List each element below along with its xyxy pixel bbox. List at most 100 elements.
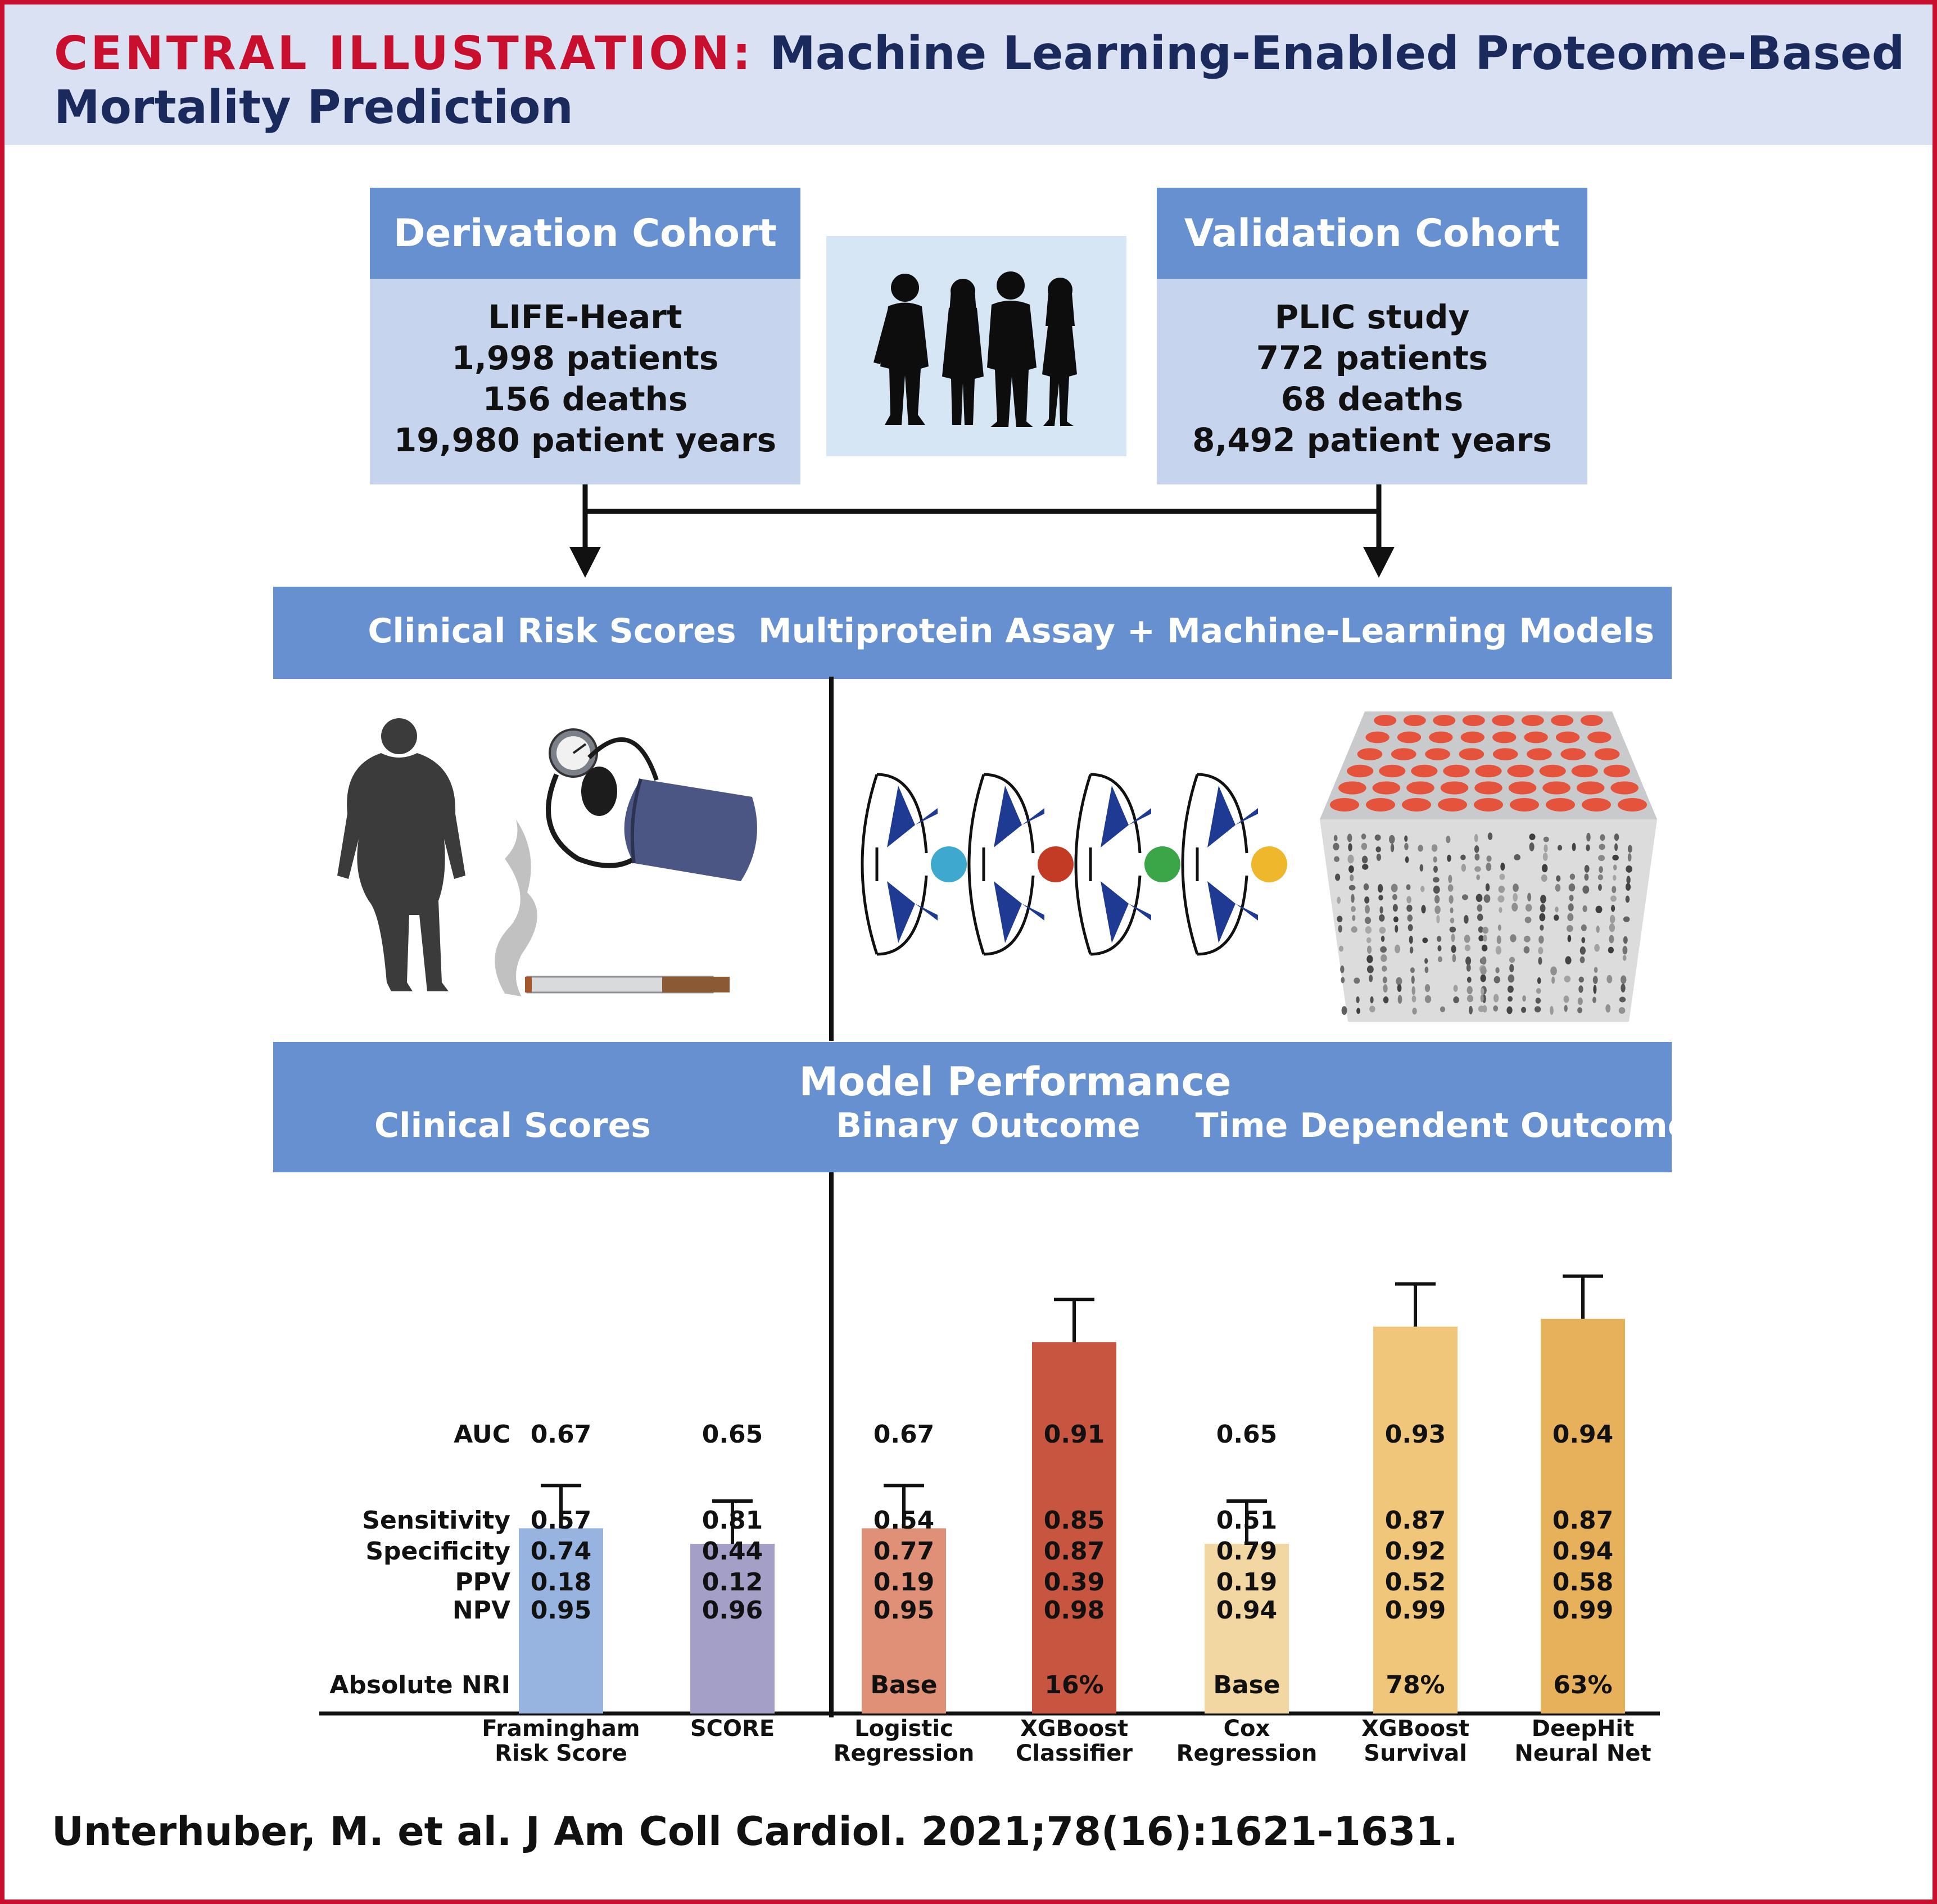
data-glyph	[1366, 937, 1372, 944]
data-glyph	[1465, 956, 1472, 965]
data-glyph	[1436, 915, 1440, 923]
data-glyph	[1433, 856, 1437, 863]
data-glyph	[1380, 946, 1387, 953]
assay-well	[1411, 764, 1438, 778]
data-glyph	[1334, 873, 1341, 881]
data-glyph	[1424, 984, 1431, 992]
arrow-left-icon	[569, 547, 601, 578]
data-glyph	[1482, 927, 1489, 934]
assay-well	[1492, 715, 1515, 726]
data-glyph	[1337, 915, 1343, 923]
data-glyph	[1543, 836, 1549, 842]
assay-well	[1571, 764, 1598, 778]
data-glyph	[1609, 935, 1614, 944]
bar-framingham	[519, 1528, 603, 1713]
assay-well	[1347, 764, 1374, 778]
assay-well	[1546, 798, 1575, 812]
data-glyph	[1598, 855, 1605, 862]
data-glyph	[1554, 914, 1559, 921]
data-glyph	[1550, 966, 1557, 976]
auc-value-deephit: 0.94	[1552, 1420, 1614, 1449]
data-glyph	[1411, 986, 1415, 995]
ppv-value-logistic-regression: 0.19	[873, 1568, 935, 1597]
data-glyph	[1476, 874, 1481, 881]
data-glyph	[1466, 964, 1471, 972]
data-glyph	[1538, 956, 1542, 965]
label-auc: AUC	[454, 1420, 510, 1449]
data-glyph	[1409, 946, 1414, 954]
assay-well	[1402, 798, 1431, 812]
data-glyph	[1582, 885, 1590, 894]
data-glyph	[1461, 894, 1468, 900]
data-glyph	[1493, 994, 1499, 1003]
assay-plate-icon	[1320, 711, 1657, 1022]
data-glyph	[1598, 883, 1602, 891]
nri-value-deephit: 63%	[1553, 1671, 1613, 1699]
data-glyph	[1478, 935, 1484, 941]
data-glyph	[1453, 996, 1459, 1004]
data-glyph	[1397, 995, 1402, 1004]
assay-well	[1510, 798, 1539, 812]
data-glyph	[1566, 925, 1573, 932]
assay-well	[1379, 764, 1406, 778]
specificity-value-xgboost-survival: 0.92	[1384, 1537, 1446, 1566]
assay-well	[1330, 798, 1359, 812]
data-glyph	[1451, 933, 1455, 942]
header-label: CENTRAL ILLUSTRATION:	[54, 27, 754, 80]
data-glyph	[1506, 1006, 1513, 1014]
label-nri: Absolute NRI	[329, 1671, 510, 1699]
data-glyph	[1609, 914, 1615, 924]
data-glyph	[1379, 906, 1383, 914]
data-glyph	[1622, 955, 1627, 961]
npv-value-logistic-regression: 0.95	[873, 1596, 935, 1625]
data-glyph	[1493, 1005, 1499, 1012]
data-glyph	[1406, 884, 1411, 890]
data-glyph	[1498, 885, 1505, 893]
bar-group-framingham	[519, 1484, 603, 1713]
bar-logistic-regression	[862, 1528, 946, 1713]
label-sensitivity: Sensitivity	[362, 1506, 510, 1535]
citation: Unterhuber, M. et al. J Am Coll Cardiol.…	[52, 1808, 1458, 1855]
data-glyph	[1411, 995, 1416, 1003]
data-glyph	[1338, 925, 1342, 933]
data-glyph	[1391, 883, 1398, 892]
model-name-score: SCORE	[690, 1716, 775, 1742]
protein-binder-icon-3	[1074, 773, 1180, 956]
data-glyph	[1361, 833, 1366, 840]
data-glyph	[1509, 964, 1514, 973]
specificity-value-cox-regression: 0.79	[1216, 1537, 1278, 1566]
data-glyph	[1395, 924, 1399, 933]
data-glyph	[1611, 905, 1615, 912]
data-glyph	[1436, 936, 1442, 942]
data-glyph	[1555, 883, 1561, 892]
data-glyph	[1537, 977, 1541, 984]
nri-value-logistic-regression: Base	[870, 1671, 938, 1699]
data-glyph	[1580, 956, 1585, 963]
data-glyph	[1362, 864, 1369, 870]
data-glyph	[1608, 946, 1614, 954]
performance-right-label: Time Dependent Outcome	[1195, 1106, 1691, 1145]
assay-well	[1594, 748, 1620, 760]
data-glyph	[1364, 917, 1372, 924]
section-divider	[829, 677, 834, 1717]
data-glyph	[1536, 988, 1541, 994]
data-glyph	[1450, 907, 1454, 914]
assay-well	[1542, 781, 1571, 795]
data-glyph	[1613, 864, 1617, 871]
ppv-value-cox-regression: 0.19	[1216, 1568, 1278, 1597]
npv-value-score: 0.96	[702, 1596, 763, 1625]
assay-well	[1610, 781, 1639, 795]
sensitivity-value-cox-regression: 0.51	[1216, 1506, 1278, 1535]
data-glyph	[1434, 905, 1441, 914]
data-glyph	[1481, 956, 1487, 965]
data-glyph	[1557, 845, 1563, 851]
data-glyph	[1581, 937, 1586, 944]
data-glyph	[1621, 975, 1627, 984]
assay-well	[1372, 781, 1401, 795]
data-glyph	[1478, 1005, 1485, 1012]
data-glyph	[1460, 854, 1466, 860]
data-glyph	[1511, 903, 1518, 912]
auc-value-xgboost-classifier: 0.91	[1043, 1420, 1105, 1449]
data-glyph	[1555, 906, 1559, 913]
